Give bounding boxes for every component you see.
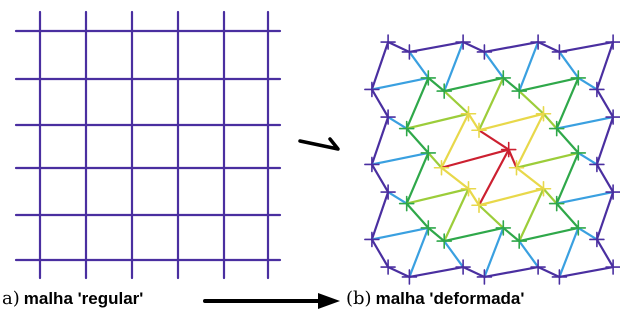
mesh-edge (483, 50, 505, 80)
mesh-edge (502, 226, 521, 243)
caption-a: a) malha 'regular' (2, 288, 143, 309)
mesh-edge (370, 238, 390, 269)
mesh-edge (555, 76, 580, 130)
mesh-edge (440, 112, 470, 169)
mesh-edge (405, 127, 430, 154)
mesh-edge (443, 187, 470, 243)
mesh-edge (595, 88, 615, 119)
mesh-edge (405, 202, 430, 229)
mesh-edge (595, 190, 615, 241)
mesh-edge (555, 190, 615, 205)
mesh-edge (558, 265, 615, 279)
middle-arrow (298, 137, 340, 151)
mesh-edge (440, 166, 470, 190)
mesh-edge (536, 265, 561, 279)
mesh-edge (536, 40, 561, 54)
mesh-edge (477, 187, 545, 207)
mesh-edge (577, 76, 599, 91)
deformed-mesh (364, 34, 620, 285)
mesh-edge (483, 40, 540, 54)
mesh-edge (427, 76, 446, 93)
mesh-edge (408, 265, 465, 279)
mesh-edge (370, 115, 390, 166)
mesh-edge (443, 240, 465, 269)
mesh-edge (440, 148, 510, 169)
mesh-edge (518, 89, 545, 115)
mesh-edge (483, 265, 540, 279)
caption-a-text: malha 'regular' (23, 289, 144, 308)
mesh-edge (370, 151, 430, 166)
mesh-edge (387, 115, 408, 130)
mesh-edge (405, 151, 430, 205)
mesh-edge (443, 226, 505, 243)
mesh-edge (370, 40, 390, 91)
regular-mesh (14, 10, 282, 280)
mesh-edge (595, 163, 615, 194)
caption-b-letter: (b) (346, 288, 372, 309)
mesh-edge (502, 76, 521, 93)
mesh-edge (595, 40, 615, 91)
mesh-edge (518, 40, 540, 93)
mesh-edge (467, 187, 481, 207)
mesh-edge (577, 151, 599, 166)
mesh-edge (515, 151, 580, 169)
caption-b-text: malha 'deformada' (375, 289, 525, 308)
mesh-edge (483, 226, 505, 279)
mesh-edge (515, 112, 545, 169)
mesh-edge (558, 40, 615, 54)
mesh-edge (408, 50, 430, 80)
mesh-edge (518, 187, 545, 243)
mesh-edge (467, 112, 481, 132)
caption-b: (b) malha 'deformada' (346, 288, 524, 309)
mesh-edge (477, 112, 545, 132)
mesh-edge (408, 40, 465, 54)
mesh-edge (370, 190, 390, 241)
mesh-edge (518, 76, 580, 93)
mesh-edge (370, 88, 390, 119)
mesh-edge (387, 190, 408, 205)
mesh-edge (477, 148, 510, 207)
mesh-edge (408, 226, 430, 279)
caption-a-letter: a) (2, 288, 20, 309)
mesh-edge (555, 202, 580, 229)
mesh-edge (558, 226, 580, 279)
mesh-edge (462, 40, 486, 54)
mesh-edge (405, 187, 470, 205)
mesh-edge (387, 265, 411, 279)
mesh-edge (555, 151, 580, 205)
mesh-edge (518, 226, 580, 243)
mesh-edge (427, 151, 443, 169)
mesh-edge (542, 112, 558, 130)
mesh-edge (462, 265, 486, 279)
mesh-edge (370, 76, 430, 91)
mesh-edge (387, 40, 411, 54)
mesh-edge (427, 226, 446, 243)
mesh-edge (518, 240, 540, 269)
mesh-edge (577, 226, 599, 241)
mesh-edge (595, 238, 615, 269)
mesh-edge (370, 226, 430, 241)
mesh-edge (477, 129, 510, 151)
mesh-edge (477, 76, 505, 132)
mesh-edge (477, 204, 505, 229)
mesh-edge (443, 89, 470, 115)
mesh-edge (515, 166, 545, 190)
mesh-edge (555, 127, 580, 154)
mesh-edge (405, 76, 430, 130)
mesh-edge (443, 40, 465, 93)
mesh-edge (542, 187, 558, 205)
bottom-arrow (203, 293, 340, 309)
mesh-edge (595, 115, 615, 166)
mesh-edge (507, 148, 518, 169)
mesh-edge (443, 76, 505, 93)
mesh-edge (405, 112, 470, 130)
mesh-edge (558, 50, 580, 80)
mesh-edge (555, 115, 615, 130)
mesh-edge (370, 163, 390, 194)
